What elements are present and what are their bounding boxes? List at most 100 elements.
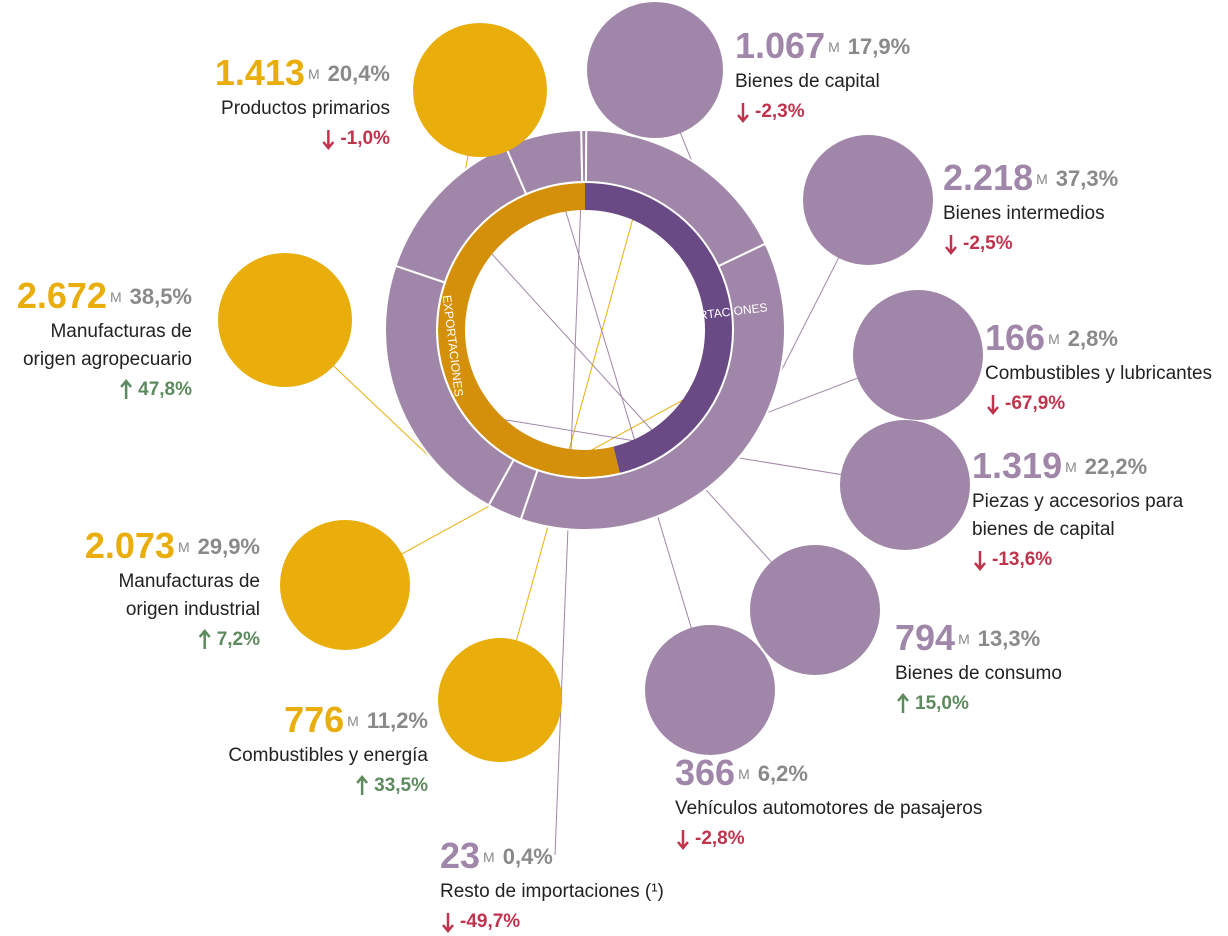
category-name: Bienes de capital: [735, 71, 880, 92]
arrow: [198, 629, 211, 649]
segment: [580, 129, 588, 184]
icon-circle: [218, 253, 352, 387]
change: -49,7%: [460, 911, 520, 932]
category-name: Vehículos automotores de pasajeros: [675, 798, 982, 819]
value-line: 1.067 M 17,9%: [735, 25, 910, 66]
share: 17,9%: [848, 34, 910, 59]
icon-circle: [413, 23, 547, 157]
segment: [519, 242, 786, 531]
leader-line: [542, 134, 711, 691]
value: 2.672: [17, 275, 107, 316]
value-line: 366 M 6,2%: [675, 752, 808, 793]
category-name: origen industrial: [126, 599, 260, 620]
arrow: [322, 130, 335, 150]
arrow: [442, 913, 454, 933]
value-line: 776 M 11,2%: [284, 699, 428, 740]
change: -67,9%: [1005, 393, 1065, 414]
leader-line: [499, 142, 655, 701]
share: 13,3%: [978, 626, 1040, 651]
unit: M: [308, 66, 320, 82]
icon-circle: [803, 135, 933, 265]
arrow: [737, 103, 749, 123]
category-name: Productos primarios: [221, 98, 390, 119]
icon-circle: [750, 545, 880, 675]
value-line: 23 M 0,4%: [440, 835, 553, 876]
icon-circle: [587, 2, 723, 138]
unit: M: [828, 39, 840, 55]
unit: M: [1065, 459, 1077, 475]
arrow: [120, 379, 133, 399]
icon-circle: [645, 625, 775, 755]
category-name: Bienes intermedios: [943, 203, 1105, 224]
share: 22,2%: [1085, 454, 1147, 479]
category-name: Combustibles y energía: [228, 745, 428, 766]
unit: M: [1048, 331, 1060, 347]
category-name: Bienes de consumo: [895, 663, 1062, 684]
icons: [218, 2, 983, 762]
change: 7,2%: [217, 629, 260, 650]
share: 6,2%: [758, 761, 808, 786]
inner-ring: [437, 182, 621, 478]
value: 23: [440, 835, 480, 876]
category-name: Resto de importaciones (¹): [440, 881, 664, 902]
change: -2,5%: [963, 233, 1013, 254]
icon-circle: [438, 638, 562, 762]
value: 2.218: [943, 157, 1033, 198]
icon-circle: [280, 520, 410, 650]
unit: M: [178, 539, 190, 555]
change: -13,6%: [992, 549, 1052, 570]
unit: M: [1036, 171, 1048, 187]
value: 1.413: [215, 52, 305, 93]
category-name: origen agropecuario: [23, 349, 192, 370]
share: 29,9%: [198, 534, 260, 559]
unit: M: [347, 713, 359, 729]
value: 1.319: [972, 445, 1062, 486]
category-name: Combustibles y lubricantes: [985, 363, 1212, 384]
arrow: [987, 395, 999, 415]
unit: M: [110, 289, 122, 305]
inner-ring: [585, 182, 733, 474]
change: 33,5%: [374, 775, 428, 796]
share: 37,3%: [1056, 166, 1118, 191]
unit: M: [483, 849, 495, 865]
unit: M: [738, 766, 750, 782]
value-line: 1.413 M 20,4%: [215, 52, 390, 93]
value-line: 2.218 M 37,3%: [943, 157, 1118, 198]
share: 38,5%: [130, 284, 192, 309]
value: 366: [675, 752, 735, 793]
icon-circle: [853, 290, 983, 420]
arrow: [356, 775, 369, 795]
value: 794: [895, 617, 955, 658]
share: 0,4%: [503, 844, 553, 869]
value-line: 2.073 M 29,9%: [85, 525, 260, 566]
share: 11,2%: [367, 708, 428, 733]
change: -1,0%: [340, 128, 390, 149]
arrow: [974, 551, 986, 571]
value-line: 1.319 M 22,2%: [972, 445, 1147, 486]
value: 166: [985, 317, 1045, 358]
value: 1.067: [735, 25, 825, 66]
change: 15,0%: [915, 693, 969, 714]
value: 776: [284, 699, 344, 740]
value-line: 794 M 13,3%: [895, 617, 1040, 658]
value-line: 166 M 2,8%: [985, 317, 1118, 358]
value: 2.073: [85, 525, 175, 566]
change: 47,8%: [138, 379, 192, 400]
change: -2,8%: [695, 828, 745, 849]
arrow: [945, 235, 957, 255]
icon-circle: [840, 420, 970, 550]
unit: M: [958, 631, 970, 647]
value-line: 2.672 M 38,5%: [17, 275, 192, 316]
change: -2,3%: [755, 101, 805, 122]
share: 2,8%: [1068, 326, 1118, 351]
category-name: Manufacturas de: [118, 571, 260, 592]
arrow: [897, 693, 909, 713]
category-name: Manufacturas de: [50, 321, 192, 342]
arrow: [677, 830, 689, 850]
category-name: Piezas y accesorios para: [972, 491, 1184, 512]
share: 20,4%: [328, 61, 390, 86]
rings: [384, 128, 786, 531]
category-name: bienes de capital: [972, 519, 1115, 540]
leader-line: [437, 194, 816, 611]
